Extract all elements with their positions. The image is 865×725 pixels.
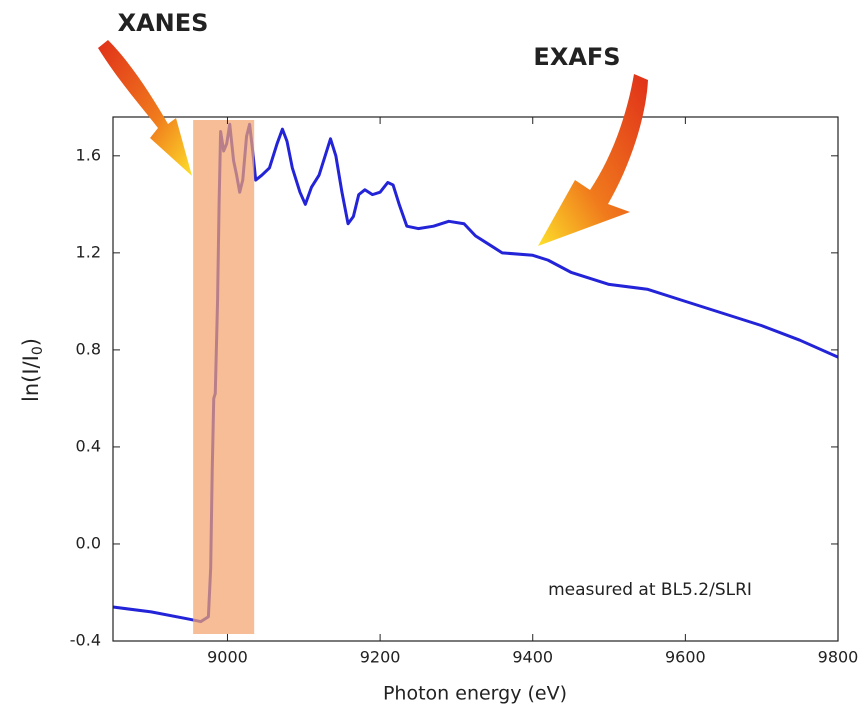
- y-tick-label: 1.6: [76, 145, 101, 164]
- x-tick-label: 9400: [512, 648, 553, 667]
- y-tick-label: 0.4: [76, 436, 101, 455]
- exafs-arrow: [538, 74, 648, 246]
- x-tick-label: 9200: [360, 648, 401, 667]
- y-tick-label: 0.8: [76, 339, 101, 358]
- y-tick-label: 1.2: [76, 242, 101, 261]
- y-axis-label: ln(I/I0): [19, 338, 46, 402]
- x-tick-label: 9000: [207, 648, 248, 667]
- annotation-xanes: XANES: [118, 9, 209, 37]
- x-axis-label: Photon energy (eV): [383, 683, 567, 705]
- annotation-exafs: EXAFS: [533, 43, 620, 71]
- y-tick-label: -0.4: [70, 631, 101, 650]
- xanes-region: [193, 120, 255, 634]
- xanes-arrow: [98, 40, 192, 176]
- plot-frame: [112, 116, 839, 642]
- x-tick-label: 9800: [818, 648, 859, 667]
- plot-area: [112, 120, 839, 634]
- x-tick-label: 9600: [665, 648, 706, 667]
- annotation-source: measured at BL5.2/SLRI: [548, 580, 752, 600]
- y-tick-label: 0.0: [76, 533, 101, 552]
